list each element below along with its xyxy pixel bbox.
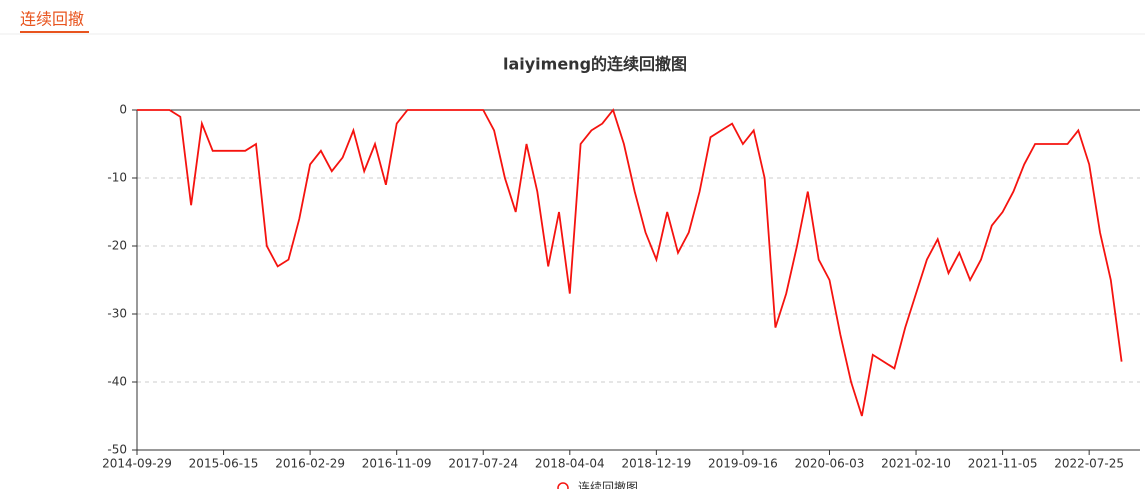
x-tick-label: 2018-12-19: [621, 457, 691, 471]
y-tick-label: -10: [107, 171, 127, 185]
y-tick-label: -20: [107, 239, 127, 253]
x-tick-label: 2017-07-24: [448, 457, 518, 471]
y-tick-label: 0: [119, 103, 127, 117]
y-tick-label: -40: [107, 375, 127, 389]
x-tick-label: 2016-02-29: [275, 457, 345, 471]
x-tick-label: 2021-02-10: [881, 457, 951, 471]
x-tick-label: 2018-04-04: [535, 457, 605, 471]
x-tick-label: 2014-09-29: [102, 457, 172, 471]
legend-marker: [557, 482, 569, 489]
x-tick-label: 2022-07-25: [1054, 457, 1124, 471]
x-tick-label: 2019-09-16: [708, 457, 778, 471]
x-tick-label: 2021-11-05: [968, 457, 1038, 471]
chart-title: laiyimeng的连续回撤图: [503, 55, 687, 74]
drawdown-line: [137, 108, 1123, 417]
legend-label: 连续回撤图: [578, 480, 638, 489]
y-tick-label: -50: [107, 443, 127, 457]
y-tick-label: -30: [107, 307, 127, 321]
x-tick-label: 2016-11-09: [362, 457, 432, 471]
x-tick-label: 2020-06-03: [795, 457, 865, 471]
x-tick-label: 2015-06-15: [189, 457, 259, 471]
tab-title: 连续回撤: [20, 10, 84, 29]
